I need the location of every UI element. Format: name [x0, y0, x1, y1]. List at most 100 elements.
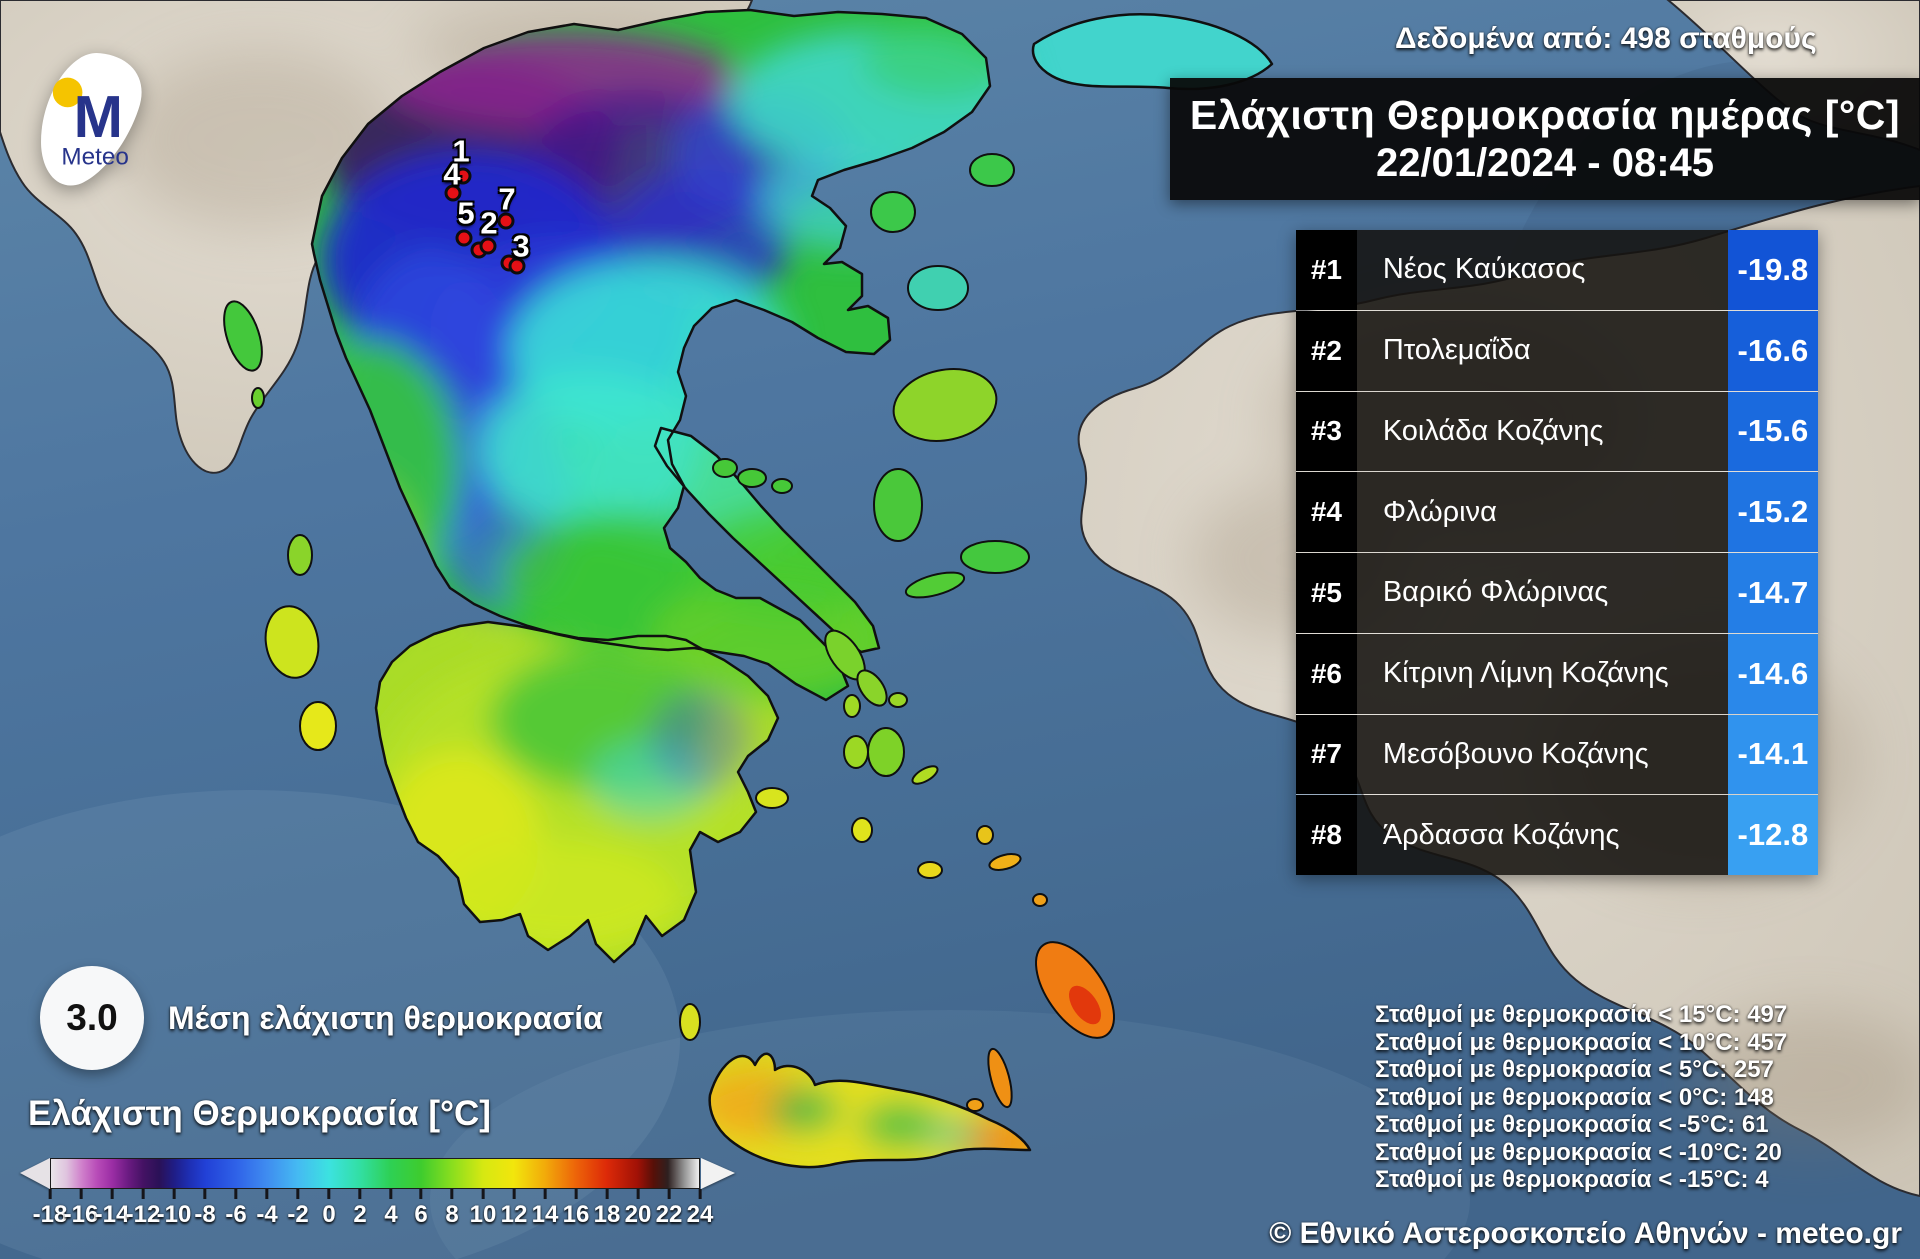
table-row: #7 Μεσόβουνο Κοζάνης -14.1 [1296, 713, 1818, 795]
average-temperature-label: Μέση ελάχιστη θερμοκρασία [168, 1000, 603, 1036]
tick-label: 4 [384, 1201, 398, 1228]
logo-wordmark: Meteo [61, 143, 129, 170]
row-rank: #3 [1296, 391, 1357, 472]
tick: 16 [562, 1189, 590, 1229]
title-box: Ελάχιστη Θερμοκρασία ημέρας [°C] 22/01/2… [1170, 78, 1920, 200]
stat-line: Σταθμοί με θερμοκρασία < 0°C: 148 [1375, 1083, 1774, 1111]
tick: 6 [414, 1189, 428, 1229]
stat-line: Σταθμοί με θερμοκρασία < -10°C: 20 [1375, 1138, 1782, 1166]
logo-sun-icon [52, 77, 83, 108]
station-marker-label: 1 [452, 133, 470, 169]
row-temp-cell: -14.7 [1727, 553, 1818, 633]
tick-label: 18 [593, 1201, 621, 1228]
logo-m: M [74, 83, 123, 150]
tick: -12 [126, 1189, 160, 1229]
row-rank: #4 [1296, 472, 1357, 552]
tick: -8 [194, 1189, 216, 1229]
coldest-stations-table: #1 Νέος Καύκασος -19.8 #2 Πτολεμαΐδα -16… [1296, 230, 1818, 875]
average-temperature-value: 3.0 [66, 997, 118, 1038]
map-datetime: 22/01/2024 - 08:45 [1375, 141, 1715, 185]
tick-label: -4 [256, 1201, 278, 1228]
row-temp-cell: -14.1 [1727, 714, 1818, 795]
row-station-name: Φλώρινα [1356, 472, 1728, 552]
tick-label: -10 [156, 1201, 192, 1228]
station-marker-label: 3 [512, 228, 530, 264]
row-rank: #5 [1296, 553, 1357, 633]
tick-label: 10 [469, 1201, 497, 1228]
tick-label: 22 [655, 1201, 683, 1228]
table-row: #5 Βαρικό Φλώρινας -14.7 [1296, 552, 1818, 633]
row-station-name: Κίτρινη Λίμνη Κοζάνης [1356, 633, 1728, 714]
row-rank: #1 [1296, 230, 1357, 310]
tick-label: 2 [353, 1201, 367, 1228]
tick: 20 [624, 1189, 652, 1229]
meteo-logo: M Meteo [41, 53, 142, 186]
row-temp-cell: -12.8 [1727, 795, 1818, 875]
tick: 2 [353, 1189, 367, 1229]
station-marker-label: 4 [443, 156, 461, 192]
station-marker-dot [455, 229, 473, 247]
tick-label: 14 [531, 1201, 559, 1228]
station-marker-label: 7 [498, 181, 516, 217]
row-temp-cell: -16.6 [1727, 310, 1818, 391]
tick-label: -2 [287, 1201, 309, 1228]
table-row: #4 Φλώρινα -15.2 [1296, 471, 1818, 552]
tick-label: 0 [322, 1201, 336, 1228]
station-statistics: Σταθμοί με θερμοκρασία < 15°C: 497 Σταθμ… [1375, 1001, 1787, 1194]
tick-label: 6 [414, 1201, 428, 1228]
station-marker-label: 2 [480, 205, 498, 241]
tick: -10 [156, 1189, 192, 1229]
stat-line: Σταθμοί με θερμοκρασία < -15°C: 4 [1375, 1166, 1769, 1193]
tick-label: -16 [63, 1201, 99, 1228]
tick: 24 [687, 1189, 713, 1229]
row-temp-cell: -15.6 [1727, 391, 1818, 472]
row-station-name: Κοιλάδα Κοζάνης [1356, 391, 1728, 472]
tick: 14 [531, 1189, 559, 1229]
row-temp-cell: -19.8 [1727, 230, 1818, 310]
map-title: Ελάχιστη Θερμοκρασία ημέρας [°C] [1189, 92, 1901, 138]
tick: -2 [287, 1189, 309, 1229]
colorbar-left-arrow [20, 1158, 50, 1189]
row-station-name: Μεσόβουνο Κοζάνης [1356, 714, 1728, 795]
table-row: #6 Κίτρινη Λίμνη Κοζάνης -14.6 [1296, 632, 1818, 714]
station-marker-dot [508, 257, 526, 275]
tick: 8 [445, 1189, 459, 1229]
row-temp-cell: -14.6 [1727, 633, 1818, 714]
stat-line: Σταθμοί με θερμοκρασία < -5°C: 61 [1375, 1111, 1769, 1138]
tick: -4 [256, 1189, 278, 1229]
station-marker-dot [454, 167, 472, 185]
row-station-name: Βαρικό Φλώρινας [1356, 553, 1728, 633]
tick: 22 [655, 1189, 683, 1229]
row-rank: #7 [1296, 714, 1357, 795]
data-source-note: Δεδομένα από: 498 σταθμούς [1395, 22, 1817, 55]
table-row: #2 Πτολεμαΐδα -16.6 [1296, 309, 1818, 391]
tick-label: 16 [562, 1201, 590, 1228]
table-row: #1 Νέος Καύκασος -19.8 [1296, 230, 1818, 310]
tick-label: -18 [32, 1201, 68, 1228]
average-temperature-badge: 3.0 [40, 966, 144, 1070]
tick-label: 8 [445, 1201, 459, 1228]
tick: -16 [63, 1189, 99, 1229]
tick: 4 [384, 1189, 398, 1229]
table-row: #8 Άρδασσα Κοζάνης -12.8 [1296, 794, 1818, 875]
row-station-name: Άρδασσα Κοζάνης [1356, 795, 1728, 875]
tick-label: -8 [194, 1201, 216, 1228]
legend-title: Ελάχιστη Θερμοκρασία [°C] [28, 1094, 491, 1133]
table-row: #3 Κοιλάδα Κοζάνης -15.6 [1296, 390, 1818, 472]
tick: -6 [225, 1189, 247, 1229]
row-rank: #6 [1296, 633, 1357, 714]
station-marker-dot [444, 184, 462, 202]
temperature-colorbar [50, 1158, 700, 1189]
tick-label: 20 [624, 1201, 652, 1228]
tick: 12 [500, 1189, 528, 1229]
station-marker-dot [479, 237, 497, 255]
tick-label: 12 [500, 1201, 528, 1228]
station-marker-label: 5 [457, 195, 475, 231]
row-station-name: Νέος Καύκασος [1356, 230, 1728, 310]
tick-label: -14 [94, 1201, 130, 1228]
copyright-note: © Εθνικό Αστεροσκοπείο Αθηνών - meteo.gr [1269, 1217, 1902, 1250]
tick-label: -6 [225, 1201, 247, 1228]
tick: 0 [322, 1189, 336, 1229]
tick: 10 [469, 1189, 497, 1229]
station-marker-dot [497, 212, 515, 230]
